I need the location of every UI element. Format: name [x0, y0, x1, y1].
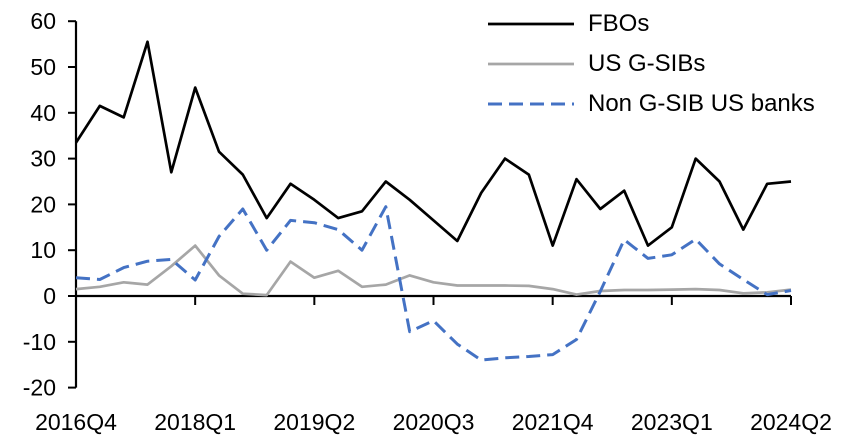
y-axis-tick-label: -10	[23, 329, 56, 355]
non-gsib-us-banks-line-swatch-icon	[488, 102, 574, 106]
legend-item-us-gsibs: US G-SIBs	[488, 44, 815, 84]
y-axis-tick-label: 40	[30, 100, 56, 126]
axis-labels: 60 50 40 30 20 10 0 -10 -20 2016Q4 2018Q1 2019Q2 202…	[23, 8, 832, 435]
y-axis-tick-label: -20	[23, 375, 56, 401]
series-line-fbos	[74, 40, 792, 247]
series-line-non-g-sib-us-banks	[75, 205, 792, 362]
legend-label-us-gsibs: US G-SIBs	[588, 50, 706, 77]
series-line-us-g-sibs	[75, 244, 792, 297]
legend-label-fbos: FBOs	[588, 10, 650, 37]
y-axis-tick-label: 50	[30, 54, 56, 80]
x-axis-tick-label: 2023Q1	[631, 409, 713, 435]
fbos-line-swatch-icon	[488, 22, 574, 26]
legend-item-non-gsib-us-banks: Non G-SIB US banks	[488, 84, 815, 124]
x-axis-tick-label: 2019Q2	[273, 409, 355, 435]
us-gsibs-line-swatch-icon	[488, 62, 574, 66]
x-axis-tick-label: 2024Q2	[750, 409, 832, 435]
x-axis-tick-label: 2020Q3	[393, 409, 475, 435]
axes	[68, 20, 792, 389]
y-axis-tick-label: 10	[30, 237, 56, 263]
y-axis-tick-label: 60	[30, 8, 56, 34]
y-axis-tick-label: 20	[30, 191, 56, 217]
x-axis-tick-label: 2016Q4	[35, 409, 117, 435]
x-axis-tick-label: 2018Q1	[154, 409, 236, 435]
x-axis-tick-label: 2021Q4	[512, 409, 594, 435]
series-lines	[74, 40, 792, 362]
legend-item-fbos: FBOs	[488, 4, 815, 44]
legend-label-non-gsib-us-banks: Non G-SIB US banks	[588, 90, 815, 117]
y-axis-tick-label: 0	[43, 283, 56, 309]
y-axis-tick-label: 30	[30, 146, 56, 172]
legend: FBOs US G-SIBs Non G-SIB US banks	[488, 4, 815, 124]
